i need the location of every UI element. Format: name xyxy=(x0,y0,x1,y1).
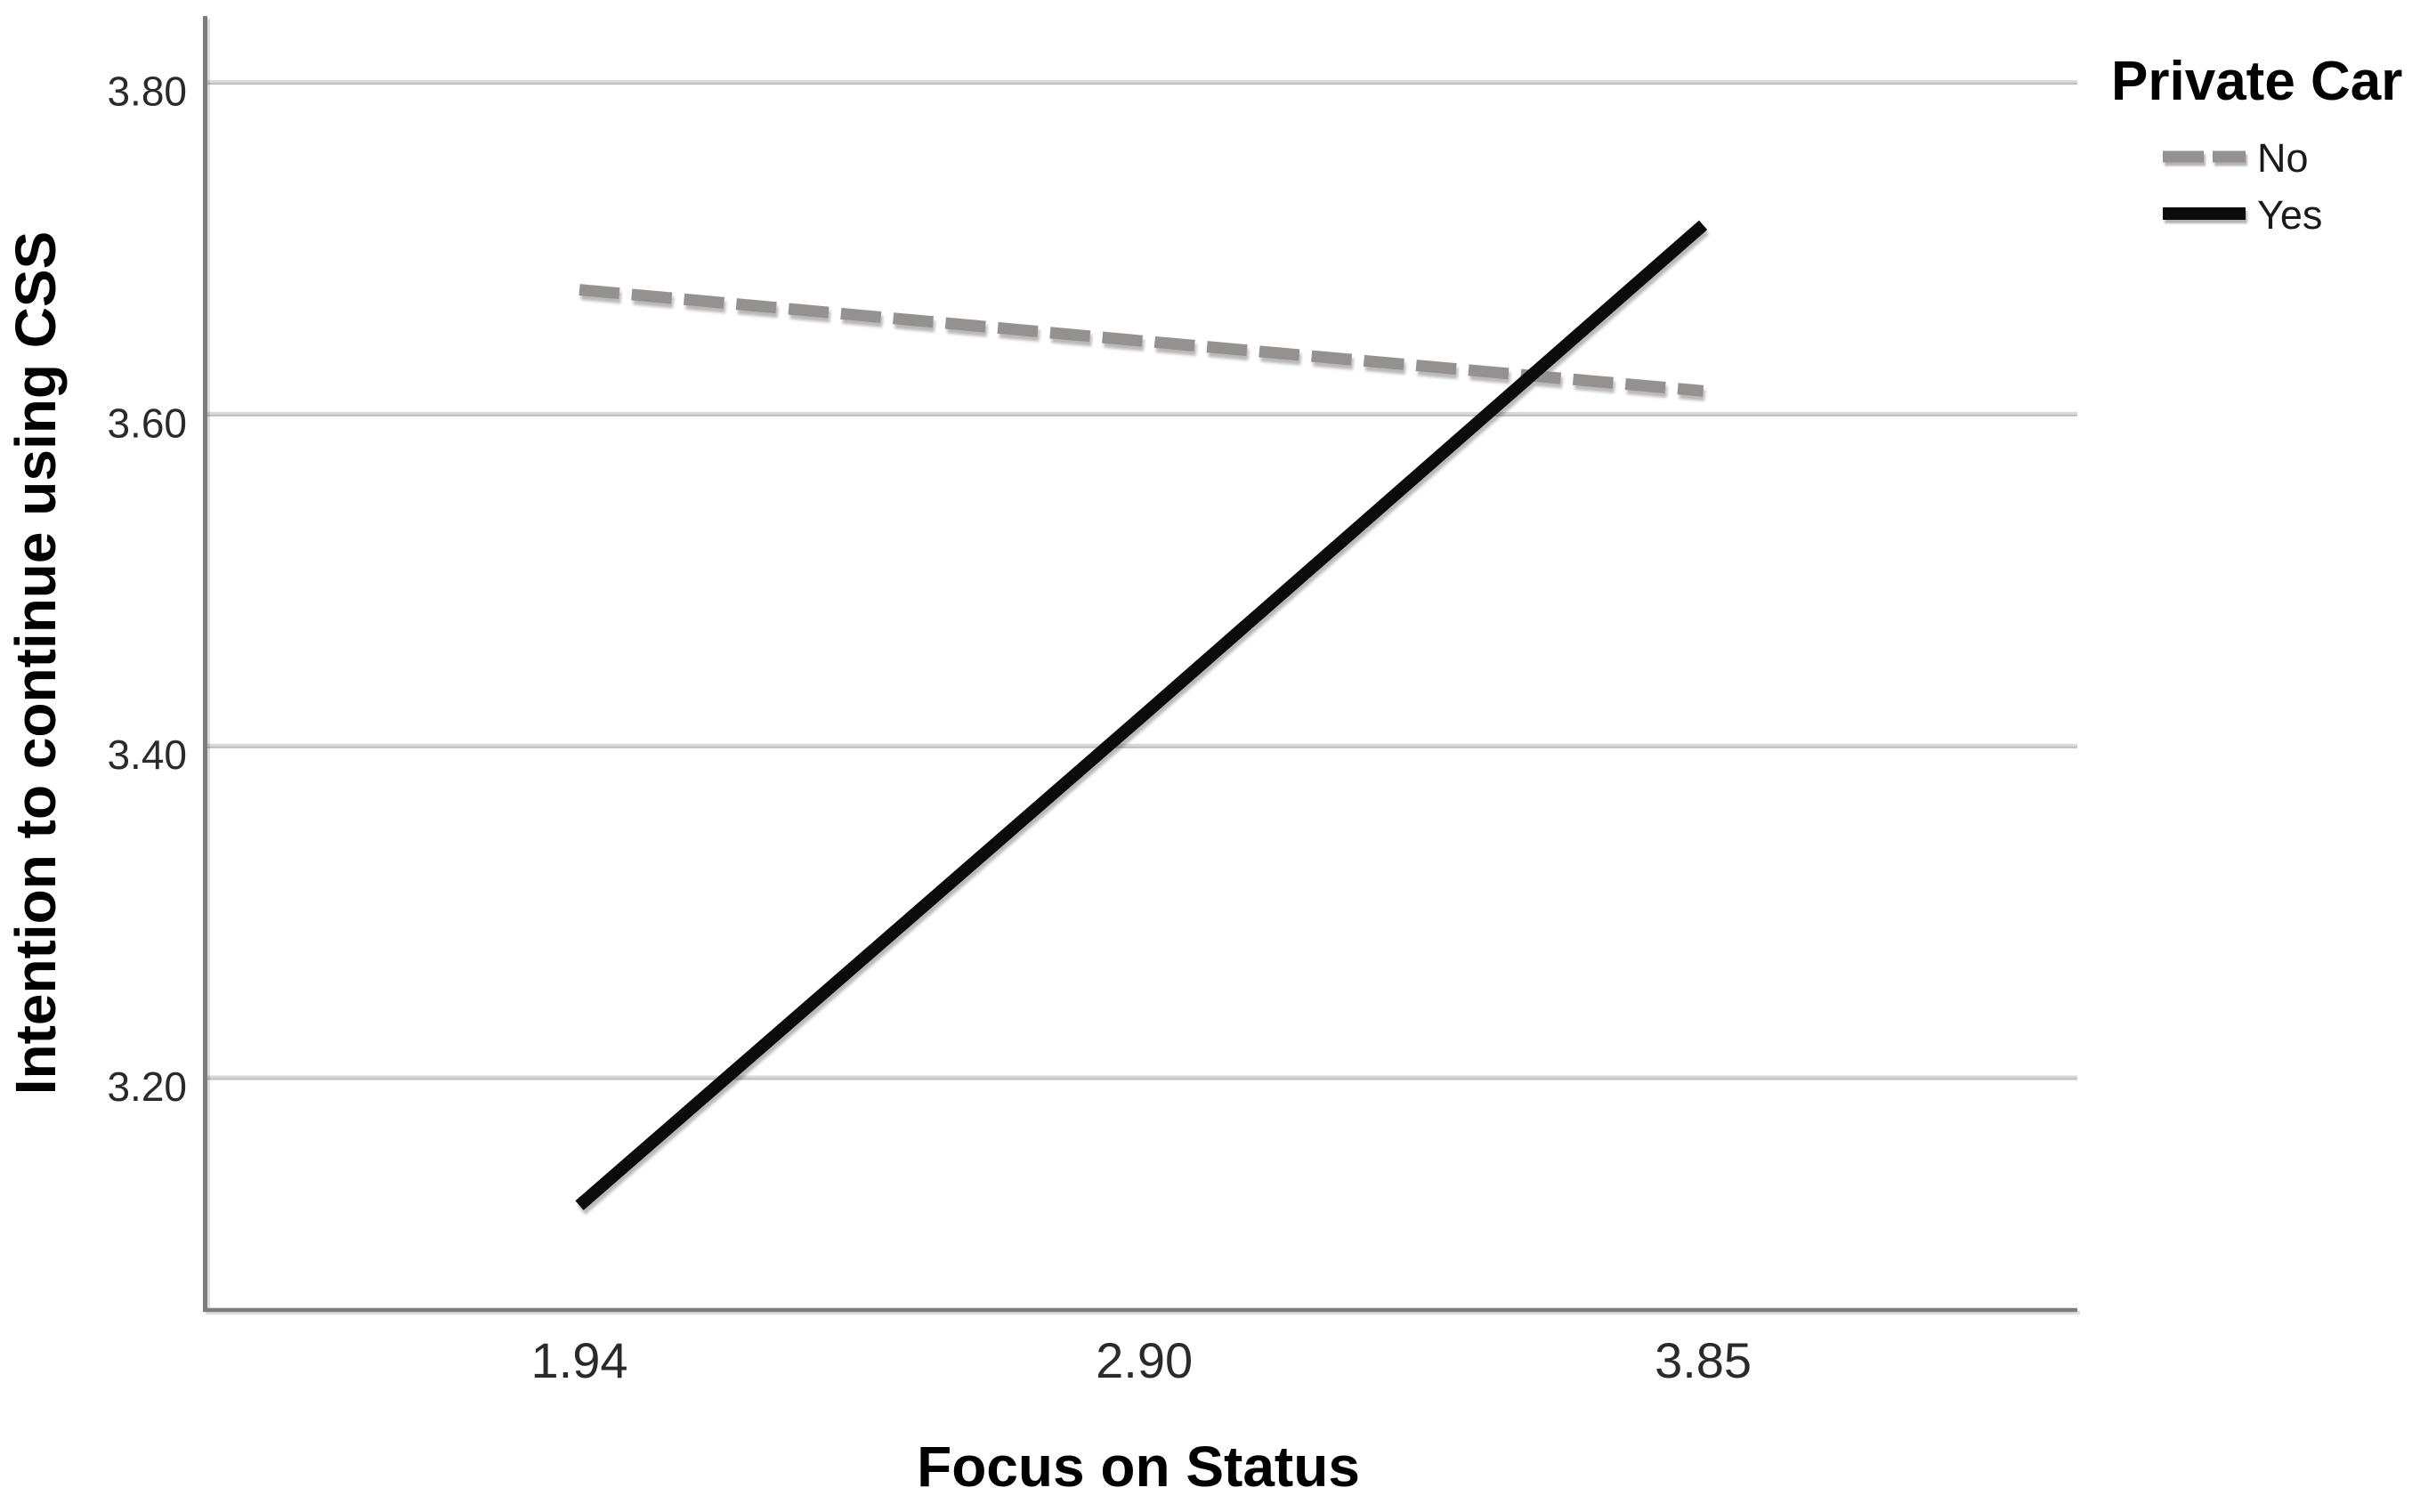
series-line-yes xyxy=(575,220,1708,1210)
x-tick-label: 1.94 xyxy=(531,1332,628,1388)
y-tick-label: 3.20 xyxy=(107,1063,187,1110)
gridlines-layer xyxy=(203,80,2077,1080)
x-tick-label: 2.90 xyxy=(1096,1332,1193,1388)
y-tick-label: 3.60 xyxy=(107,400,187,446)
y-tick-label: 3.80 xyxy=(107,69,187,115)
legend: Private Car No Yes xyxy=(2111,51,2402,238)
x-tick-label: 3.85 xyxy=(1655,1332,1752,1388)
axes-layer xyxy=(203,16,2077,1313)
y-tick-label: 3.40 xyxy=(107,732,187,778)
legend-label-yes: Yes xyxy=(2257,192,2322,238)
y-tick-labels: 3.80 3.60 3.40 3.20 xyxy=(107,69,187,1110)
x-tick-labels: 1.94 2.90 3.85 xyxy=(531,1332,1752,1388)
y-axis-title: Intention to continue using CSS xyxy=(4,231,68,1096)
legend-label-no: No xyxy=(2257,135,2309,181)
series-layer xyxy=(575,220,1708,1210)
x-axis-title: Focus on Status xyxy=(917,1435,1360,1499)
series-line-no xyxy=(579,284,1704,397)
legend-title: Private Car xyxy=(2111,51,2402,112)
